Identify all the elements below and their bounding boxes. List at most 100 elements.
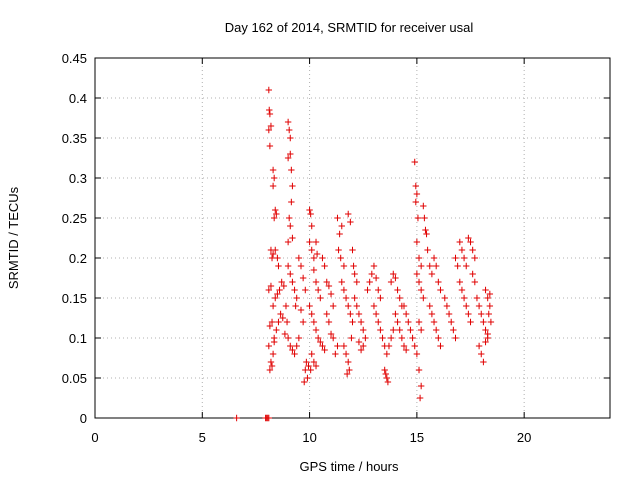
data-point [281, 330, 289, 338]
data-point [312, 326, 320, 334]
data-point [289, 234, 296, 242]
data-point [308, 350, 315, 358]
data-point [411, 342, 418, 350]
data-point [441, 294, 448, 302]
data-point [295, 254, 303, 262]
y-tick-label: 0.35 [62, 131, 87, 146]
data-point [265, 286, 273, 294]
data-point [368, 270, 376, 278]
data-point [355, 338, 363, 346]
y-tick-label: 0.4 [69, 91, 87, 106]
data-point [351, 270, 358, 278]
data-point [288, 166, 295, 174]
data-point [338, 222, 345, 230]
data-point [417, 326, 425, 334]
data-point [375, 318, 382, 326]
data-point [375, 286, 382, 294]
data-point [482, 326, 489, 334]
data-point [308, 310, 315, 318]
data-point [323, 310, 330, 318]
data-point [417, 382, 425, 390]
data-point [284, 118, 292, 126]
data-point [366, 278, 373, 286]
data-point [276, 286, 283, 294]
data-point [277, 310, 284, 318]
data-point [314, 334, 322, 342]
data-point [486, 290, 494, 298]
data-point [287, 150, 294, 158]
data-point [424, 246, 431, 254]
data-point [342, 294, 350, 302]
data-point [267, 282, 275, 290]
data-point [435, 334, 442, 342]
data-point [266, 106, 273, 114]
data-point [456, 238, 463, 246]
data-point [279, 314, 286, 322]
data-point [370, 302, 378, 310]
axis-ticks: 0 0.05 0.1 0.15 0.2 0.25 0.3 0.35 0.4 0.45 0 5 10 15 2… [62, 51, 610, 445]
data-point [302, 286, 309, 294]
data-point [321, 262, 328, 270]
data-point [478, 350, 485, 358]
data-point [310, 358, 318, 366]
data-point [384, 378, 392, 386]
data-point [407, 326, 414, 334]
data-point [329, 334, 337, 342]
data-point [463, 302, 470, 310]
data-point [357, 318, 365, 326]
data-point [416, 394, 424, 402]
data-point [480, 358, 487, 366]
y-axis-label: SRMTID / TECUs [6, 186, 21, 289]
data-point [353, 278, 360, 286]
data-point [435, 278, 442, 286]
data-point [381, 366, 388, 374]
data-point [312, 278, 320, 286]
data-point [421, 214, 428, 222]
data-point [306, 302, 313, 310]
data-point [383, 350, 391, 358]
data-point [297, 262, 305, 270]
data-point [405, 318, 412, 326]
data-point [285, 126, 293, 134]
data-point [414, 214, 422, 222]
data-point [432, 262, 440, 270]
data-point [345, 358, 352, 366]
data-point [350, 262, 357, 270]
data-point [299, 318, 307, 326]
data-point [467, 238, 474, 246]
data-point [400, 302, 408, 310]
data-point [285, 214, 293, 222]
data-point [265, 342, 273, 350]
data-point [293, 294, 300, 302]
data-point [484, 294, 491, 302]
data-point [379, 334, 386, 342]
data-point [284, 238, 292, 246]
data-point [275, 318, 282, 326]
data-point [412, 182, 420, 190]
data-point [415, 318, 423, 326]
data-point [303, 358, 310, 366]
data-point [458, 246, 466, 254]
data-point [346, 366, 353, 374]
data-point [310, 318, 318, 326]
data-point [487, 318, 495, 326]
data-point [312, 362, 320, 370]
data-point [370, 262, 378, 270]
data-point [272, 294, 279, 302]
data-point [266, 142, 274, 150]
data-point [270, 338, 278, 346]
data-point [458, 286, 466, 294]
data-points [233, 86, 495, 422]
data-point [297, 306, 305, 314]
y-tick-label: 0.45 [62, 51, 87, 66]
data-point [377, 326, 384, 334]
data-point [307, 210, 314, 218]
data-point [337, 254, 344, 262]
data-point [437, 342, 444, 350]
data-point [273, 210, 280, 218]
y-tick-label: 0.3 [69, 171, 87, 186]
data-point [415, 254, 423, 262]
data-point [396, 294, 403, 302]
data-point [340, 262, 348, 270]
